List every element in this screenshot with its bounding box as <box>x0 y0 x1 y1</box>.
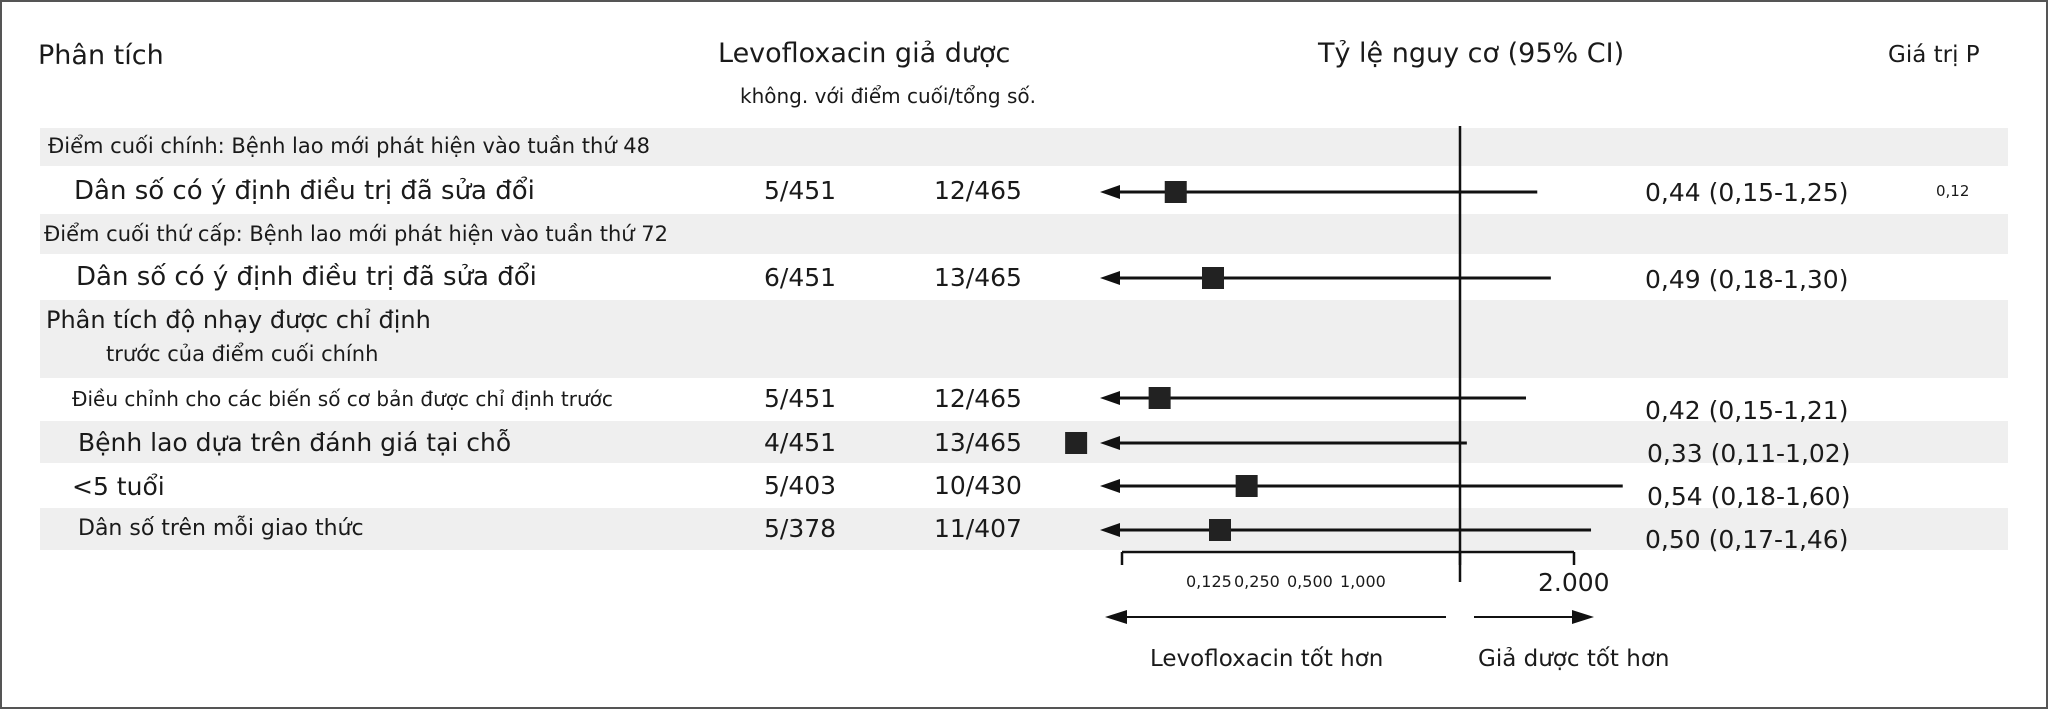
axis-tick-label: 1,000 <box>1340 572 1386 591</box>
axis-tick-label: 0,125 <box>1186 572 1232 591</box>
row-label: Dân số có ý định điều trị đã sửa đổi <box>76 262 537 292</box>
section-sensitivity-line1: Phân tích độ nhạy được chỉ định <box>46 306 431 334</box>
row-levo-count: 4/451 <box>764 428 837 457</box>
row-levo-count: 5/378 <box>764 514 837 543</box>
point-estimate <box>1209 519 1231 541</box>
band-row-protocol <box>40 508 2008 550</box>
row-levo-count: 6/451 <box>764 263 837 292</box>
row-label: <5 tuổi <box>72 472 165 501</box>
header-groups-sub: không. với điểm cuối/tổng số. <box>740 84 1036 108</box>
row-hr-text: 0,54 (0,18-1,60) <box>1647 482 1851 511</box>
ci-arrow-left <box>1100 185 1120 199</box>
direction-arrow-right-head <box>1572 610 1594 624</box>
band-primary-header <box>40 128 2008 166</box>
band-row-site <box>40 421 2008 463</box>
row-placebo-count: 10/430 <box>934 471 1022 500</box>
header-groups: Levofloxacin giả dược <box>718 38 1011 69</box>
row-hr-text: 0,44 (0,15-1,25) <box>1645 178 1849 207</box>
ci-arrow-left <box>1100 271 1120 285</box>
band-sensitivity-header <box>40 300 2008 378</box>
direction-label-right: Giả dược tốt hơn <box>1478 646 1670 672</box>
ci-arrow-left <box>1100 436 1120 450</box>
ci-arrow-left <box>1100 479 1120 493</box>
point-estimate <box>1148 387 1171 409</box>
band-secondary-header <box>40 214 2008 254</box>
row-placebo-count: 13/465 <box>934 263 1022 292</box>
row-levo-count: 5/451 <box>764 384 837 413</box>
row-placebo-count: 12/465 <box>934 384 1022 413</box>
point-estimate <box>1202 267 1225 289</box>
section-primary: Điểm cuối chính: Bệnh lao mới phát hiện … <box>48 134 651 158</box>
axis-tick-label: 2.000 <box>1538 568 1610 597</box>
row-hr-text: 0,42 (0,15-1,21) <box>1645 396 1849 425</box>
row-hr-text: 0,50 (0,17-1,46) <box>1645 525 1849 554</box>
section-sensitivity-line2: trước của điểm cuối chính <box>106 342 379 366</box>
axis-tick-label: 0,500 <box>1287 572 1333 591</box>
axis-tick-label: 0,250 <box>1234 572 1280 591</box>
row-hr-text: 0,49 (0,18-1,30) <box>1645 265 1849 294</box>
row-placebo-count: 13/465 <box>934 428 1022 457</box>
section-secondary: Điểm cuối thứ cấp: Bệnh lao mới phát hiệ… <box>44 222 668 246</box>
point-estimate <box>1164 181 1187 203</box>
row-p-value: 0,12 <box>1936 182 1970 200</box>
row-hr-text: 0,33 (0,11-1,02) <box>1647 439 1851 468</box>
row-placebo-count: 12/465 <box>934 176 1022 205</box>
header-pvalue: Giá trị P <box>1888 42 1980 68</box>
header-ratio: Tỷ lệ nguy cơ (95% CI) <box>1318 38 1625 69</box>
ci-arrow-left <box>1100 523 1120 537</box>
row-placebo-count: 11/407 <box>934 514 1022 543</box>
row-label: Điều chỉnh cho các biến số cơ bản được c… <box>72 387 613 411</box>
row-label: Dân số có ý định điều trị đã sửa đổi <box>74 176 535 206</box>
row-levo-count: 5/403 <box>764 471 837 500</box>
point-estimate <box>1065 432 1088 454</box>
row-levo-count: 5/451 <box>764 176 837 205</box>
row-label: Dân số trên mỗi giao thức <box>78 516 364 541</box>
direction-arrow-left-head <box>1105 610 1127 624</box>
row-label: Bệnh lao dựa trên đánh giá tại chỗ <box>78 428 512 457</box>
direction-label-left: Levofloxacin tốt hơn <box>1150 646 1384 672</box>
ci-arrow-left <box>1100 391 1120 405</box>
header-analysis: Phân tích <box>38 40 164 71</box>
point-estimate <box>1235 475 1258 497</box>
